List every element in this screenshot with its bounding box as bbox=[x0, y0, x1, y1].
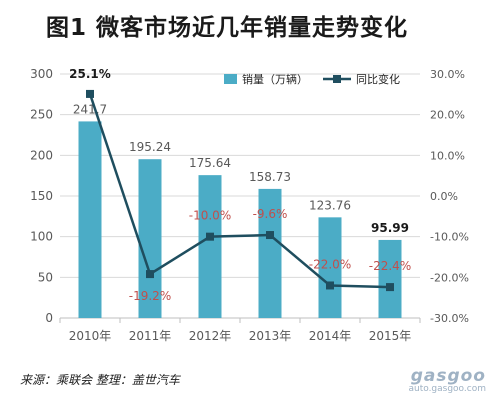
yoy-value-label: -22.4% bbox=[369, 259, 411, 273]
yoy-value-label: -22.0% bbox=[309, 257, 351, 271]
bar-value-label: 175.64 bbox=[189, 156, 231, 170]
bar bbox=[198, 175, 222, 318]
y-left-tick-label: 250 bbox=[30, 108, 53, 122]
x-tick-label: 2011年 bbox=[129, 329, 172, 343]
y-left-tick-label: 200 bbox=[30, 148, 53, 162]
bar-value-label: 95.99 bbox=[371, 221, 409, 235]
y-left-tick-label: 0 bbox=[45, 311, 53, 325]
legend-bar-label: 销量（万辆） bbox=[242, 72, 308, 86]
yoy-point bbox=[386, 283, 394, 292]
bar-value-label: 158.73 bbox=[249, 170, 291, 184]
y-right-tick-label: 10.0% bbox=[430, 149, 465, 162]
y-right-tick-label: 0.0% bbox=[430, 190, 458, 203]
yoy-line bbox=[88, 93, 391, 289]
yoy-point bbox=[326, 281, 334, 290]
y-right-tick-label: -20.0% bbox=[430, 271, 469, 284]
sales-chart: 0 50 100 150 200 250 300 -30.0% -20.0% -10.0% 0.0%… bbox=[30, 67, 469, 343]
yoy-value-label: -19.2% bbox=[129, 289, 171, 303]
bar bbox=[138, 159, 162, 318]
y-right-tick-label: 30.0% bbox=[430, 68, 465, 81]
source-note: 来源：乘联会 整理：盖世汽车 bbox=[20, 373, 180, 387]
y-left-tick-label: 50 bbox=[38, 270, 53, 284]
bar bbox=[258, 188, 282, 318]
x-tick-label: 2014年 bbox=[309, 329, 352, 343]
y-left-tick-label: 300 bbox=[30, 67, 53, 81]
y-right-tick-label: 20.0% bbox=[430, 109, 465, 122]
yoy-point bbox=[206, 232, 214, 241]
watermark-logo: gasgoo auto.gasgoo.com bbox=[408, 366, 486, 394]
yoy-point bbox=[86, 89, 94, 98]
bar-value-label: 195.24 bbox=[129, 140, 171, 154]
x-tick-label: 2015年 bbox=[369, 329, 412, 343]
y-left-tick-label: 100 bbox=[30, 230, 53, 244]
watermark-url: auto.gasgoo.com bbox=[408, 384, 486, 394]
yoy-value-label: 25.1% bbox=[69, 67, 111, 81]
legend-line-label: 同比变化 bbox=[356, 72, 400, 86]
bar bbox=[318, 217, 342, 318]
x-tick-label: 2012年 bbox=[189, 329, 232, 343]
bar bbox=[378, 239, 402, 318]
y-left-tick-label: 150 bbox=[30, 189, 53, 203]
yoy-point bbox=[146, 270, 154, 279]
y-right-tick-label: -10.0% bbox=[430, 231, 469, 244]
bar-value-label: 241.7 bbox=[73, 102, 107, 116]
legend-bar-swatch bbox=[224, 74, 237, 84]
x-tick-label: 2013年 bbox=[249, 329, 292, 343]
yoy-point bbox=[266, 231, 274, 240]
bar bbox=[78, 121, 102, 319]
legend-line-marker bbox=[333, 75, 341, 83]
yoy-value-label: -10.0% bbox=[189, 209, 231, 223]
page-title: 图1 微客市场近几年销量走势变化 bbox=[46, 15, 409, 41]
yoy-value-label: -9.6% bbox=[253, 207, 288, 221]
bar-value-label: 123.76 bbox=[309, 198, 351, 212]
y-right-tick-label: -30.0% bbox=[430, 312, 469, 325]
x-tick-label: 2010年 bbox=[69, 329, 112, 343]
watermark-brand: gasgoo bbox=[410, 366, 486, 386]
